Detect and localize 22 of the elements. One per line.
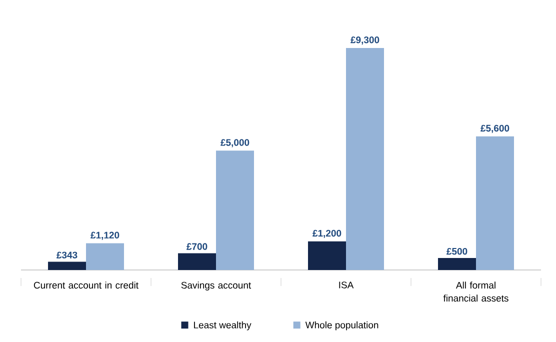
data-label: £343: [56, 252, 78, 258]
bar: [86, 243, 124, 270]
data-label: £9,300: [350, 36, 380, 45]
data-label: £1,120: [90, 232, 120, 240]
data-label: £5,000: [220, 139, 250, 148]
x-tick-label: All formal financial assets: [443, 282, 508, 302]
bar: [308, 241, 346, 270]
bar: [48, 262, 86, 270]
bar: [178, 253, 216, 270]
data-label: £1,200: [312, 230, 342, 238]
data-label: £500: [446, 248, 468, 255]
bar: [476, 136, 514, 270]
bar: [438, 258, 476, 270]
x-tick-label: Savings account: [181, 282, 252, 290]
x-tick-label: Current account in credit: [34, 282, 138, 289]
data-label: £5,600: [480, 124, 510, 133]
bar: [346, 48, 384, 270]
data-label: £700: [186, 243, 208, 250]
bar: [216, 150, 254, 270]
legend-label: Least wealthy: [194, 321, 252, 330]
legend-label: Whole population: [305, 321, 378, 330]
x-tick-label: ISA: [339, 282, 354, 288]
